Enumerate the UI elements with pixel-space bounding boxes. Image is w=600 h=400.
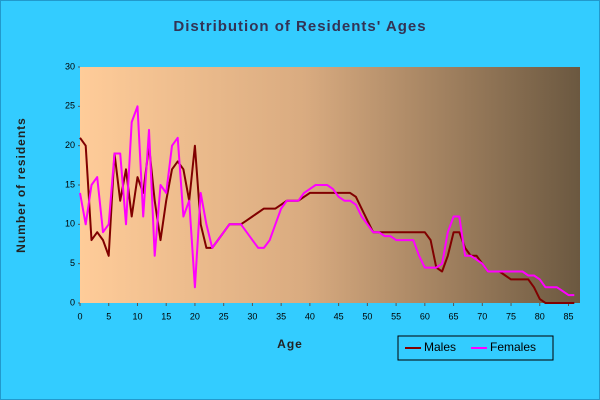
x-tick-label: 50 <box>362 311 372 321</box>
x-tick-label: 45 <box>334 311 344 321</box>
y-tick-label: 30 <box>65 61 75 71</box>
x-tick-label: 85 <box>563 311 573 321</box>
y-tick-label: 25 <box>65 101 75 111</box>
x-tick-label: 65 <box>449 311 459 321</box>
y-tick-label: 20 <box>65 140 75 150</box>
chart-title: Distribution of Residents' Ages <box>173 18 426 35</box>
plot-area <box>80 67 580 303</box>
x-tick-label: 25 <box>219 311 229 321</box>
x-tick-label: 35 <box>276 311 286 321</box>
legend-label: Males <box>424 340 456 354</box>
x-tick-label: 5 <box>106 311 111 321</box>
y-tick-label: 5 <box>70 258 75 268</box>
legend-box <box>397 335 554 361</box>
x-tick-label: 40 <box>305 311 315 321</box>
y-axis-label: Number of residents <box>14 117 28 253</box>
x-tick-label: 60 <box>420 311 430 321</box>
x-tick-label: 70 <box>477 311 487 321</box>
x-tick-label: 30 <box>247 311 257 321</box>
x-axis-label: Age <box>277 337 303 351</box>
x-tick-label: 10 <box>132 311 142 321</box>
legend-label: Females <box>490 340 536 354</box>
x-tick-label: 55 <box>391 311 401 321</box>
y-tick-label: 10 <box>65 219 75 229</box>
y-tick-label: 0 <box>70 297 75 307</box>
x-tick-label: 0 <box>77 311 82 321</box>
line <box>79 105 575 297</box>
x-tick-label: 15 <box>161 311 171 321</box>
x-tick-label: 80 <box>535 311 545 321</box>
x-tick-label: 75 <box>506 311 516 321</box>
x-tick-label: 20 <box>190 311 200 321</box>
y-tick-label: 15 <box>65 179 75 189</box>
